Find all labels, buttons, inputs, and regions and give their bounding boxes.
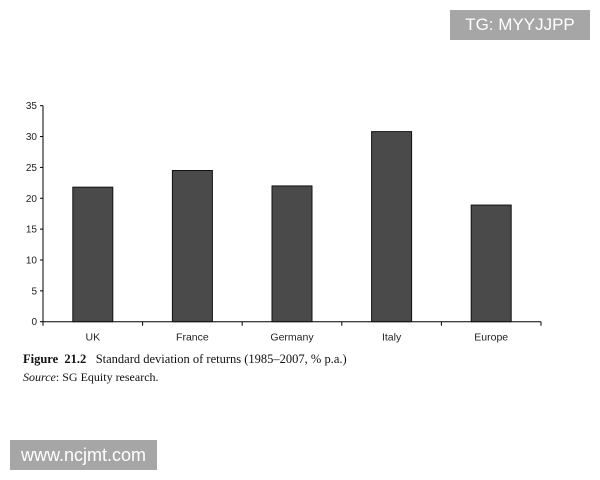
bar-uk bbox=[72, 186, 114, 323]
y-tick-label: 30 bbox=[26, 132, 38, 143]
figure-label: Figure 21.2 bbox=[23, 352, 87, 366]
y-tick-label: 10 bbox=[26, 255, 38, 266]
figure-caption: Figure 21.2 Standard deviation of return… bbox=[23, 352, 347, 367]
x-tick-label: Italy bbox=[382, 332, 402, 344]
y-tick-label: 20 bbox=[26, 194, 38, 205]
y-tick-label: 25 bbox=[26, 163, 38, 174]
y-tick-label: 15 bbox=[26, 225, 38, 236]
watermark-top: TG: MYYJJPP bbox=[450, 10, 590, 40]
bar-france bbox=[171, 170, 213, 323]
y-tick-label: 5 bbox=[31, 286, 37, 297]
x-tick-label: Germany bbox=[270, 332, 314, 344]
source-label: Source bbox=[23, 370, 56, 384]
chart-title: Standard deviation of returns (1985–2007… bbox=[95, 352, 347, 366]
x-tick-label: Europe bbox=[474, 332, 508, 344]
y-tick-label: 0 bbox=[31, 317, 37, 328]
bar-italy bbox=[371, 131, 413, 323]
source-text: : SG Equity research. bbox=[55, 370, 159, 384]
y-tick-label: 35 bbox=[26, 101, 38, 112]
source-note: Source: SG Equity research. bbox=[23, 370, 159, 385]
bar-europe bbox=[470, 204, 512, 323]
watermark-bottom: www.ncjmt.com bbox=[10, 440, 157, 470]
x-tick-label: France bbox=[176, 332, 209, 344]
bar-germany bbox=[271, 185, 313, 323]
x-tick-label: UK bbox=[86, 332, 101, 344]
